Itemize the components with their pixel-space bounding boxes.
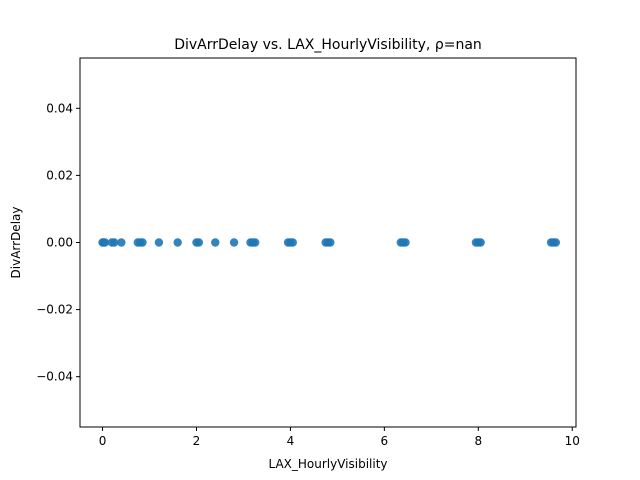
data-point — [138, 238, 147, 247]
data-point — [194, 238, 204, 247]
chart-title: DivArrDelay vs. LAX_HourlyVisibility, ρ=… — [174, 37, 482, 53]
data-point — [250, 238, 260, 247]
y-tick-label: 0.02 — [46, 168, 73, 182]
data-point — [154, 238, 164, 247]
data-point — [551, 238, 561, 247]
points-layer — [98, 238, 561, 247]
x-tick-label: 2 — [193, 434, 201, 448]
y-axis-ticks: −0.04 −0.02 0.00 0.02 0.04 — [36, 101, 80, 384]
y-tick-label: −0.02 — [36, 303, 73, 317]
x-tick-label: 8 — [474, 434, 482, 448]
x-tick-label: 4 — [287, 434, 295, 448]
data-point — [173, 238, 182, 247]
y-axis-label: DivArrDelay — [9, 207, 23, 279]
x-tick-label: 6 — [381, 434, 389, 448]
data-point — [229, 238, 239, 247]
y-tick-label: 0.04 — [46, 101, 73, 115]
data-point — [211, 238, 220, 247]
data-point — [117, 238, 126, 247]
x-tick-label: 10 — [565, 434, 580, 448]
y-tick-label: 0.00 — [46, 236, 73, 250]
x-axis-ticks: 0 2 4 6 8 10 — [99, 427, 580, 448]
data-point — [288, 238, 297, 247]
y-tick-label: −0.04 — [36, 370, 73, 384]
x-axis-label: LAX_HourlyVisibility — [268, 457, 387, 471]
data-point — [326, 238, 335, 247]
data-point — [100, 238, 110, 247]
data-point — [476, 238, 485, 247]
x-tick-label: 0 — [99, 434, 107, 448]
data-point — [110, 238, 119, 247]
data-point — [401, 238, 410, 247]
